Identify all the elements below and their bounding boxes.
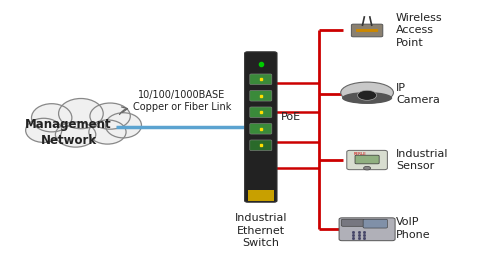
FancyBboxPatch shape bbox=[352, 24, 383, 37]
Text: IP
Camera: IP Camera bbox=[396, 83, 440, 105]
Ellipse shape bbox=[342, 92, 392, 104]
Text: Wireless
Access
Point: Wireless Access Point bbox=[396, 13, 443, 48]
FancyBboxPatch shape bbox=[250, 90, 272, 101]
Ellipse shape bbox=[89, 120, 126, 144]
Text: 10/100/1000BASE
Copper or Fiber Link: 10/100/1000BASE Copper or Fiber Link bbox=[132, 90, 231, 112]
FancyBboxPatch shape bbox=[341, 219, 364, 226]
FancyBboxPatch shape bbox=[248, 190, 274, 201]
FancyBboxPatch shape bbox=[245, 52, 277, 202]
Ellipse shape bbox=[341, 82, 394, 103]
Ellipse shape bbox=[105, 113, 142, 138]
FancyBboxPatch shape bbox=[250, 107, 272, 118]
Text: PERLE: PERLE bbox=[354, 152, 367, 156]
FancyBboxPatch shape bbox=[363, 219, 387, 228]
Ellipse shape bbox=[58, 99, 103, 129]
Circle shape bbox=[357, 90, 377, 100]
Text: Industrial
Ethernet
Switch: Industrial Ethernet Switch bbox=[235, 213, 287, 248]
FancyBboxPatch shape bbox=[250, 140, 272, 151]
FancyBboxPatch shape bbox=[250, 74, 272, 85]
Ellipse shape bbox=[26, 118, 62, 142]
Ellipse shape bbox=[31, 104, 72, 132]
Ellipse shape bbox=[56, 122, 96, 147]
FancyBboxPatch shape bbox=[355, 155, 379, 164]
FancyBboxPatch shape bbox=[339, 218, 395, 241]
Text: Management
Network: Management Network bbox=[26, 118, 112, 147]
FancyBboxPatch shape bbox=[347, 150, 387, 170]
Text: VoIP
Phone: VoIP Phone bbox=[396, 217, 431, 240]
FancyBboxPatch shape bbox=[356, 29, 378, 32]
FancyBboxPatch shape bbox=[250, 123, 272, 134]
Text: Industrial
Sensor: Industrial Sensor bbox=[396, 149, 449, 171]
Text: PoE: PoE bbox=[282, 112, 301, 122]
Circle shape bbox=[364, 166, 370, 170]
Ellipse shape bbox=[90, 103, 130, 129]
